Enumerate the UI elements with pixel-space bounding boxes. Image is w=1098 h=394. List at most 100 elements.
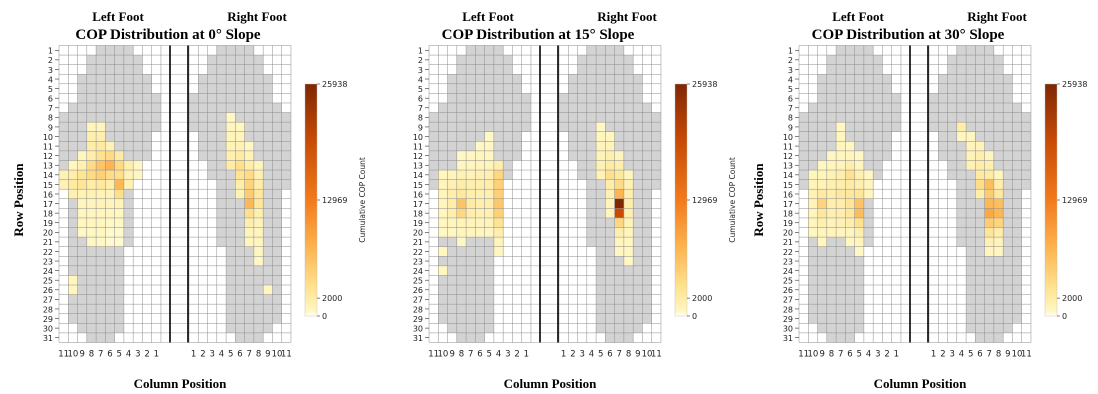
right-cop-cell — [614, 246, 624, 257]
row-tick-label: 7 — [418, 104, 423, 113]
right-column-tick-label: 2 — [200, 349, 205, 359]
left-cop-cell — [493, 237, 504, 247]
row-tick-label: 4 — [788, 75, 793, 84]
left-foot-area-row — [86, 332, 115, 343]
row-tick-label: 3 — [418, 66, 423, 75]
left-cop-cell — [86, 227, 97, 238]
right-cop-cell — [984, 189, 994, 199]
left-column-tick-label: 9 — [819, 349, 824, 359]
right-column-tick-label: 5 — [598, 349, 603, 359]
left-column-tick-label: 6 — [477, 349, 482, 359]
right-column-tick-label: 2 — [940, 349, 945, 359]
right-cop-cell — [244, 150, 254, 161]
row-tick-label: 3 — [48, 66, 53, 75]
row-tick-label: 7 — [788, 104, 793, 113]
left-cop-cell — [475, 208, 485, 218]
right-cop-cell — [614, 217, 624, 228]
right-cop-cell — [984, 160, 994, 171]
left-cop-cell — [836, 179, 846, 190]
right-cop-cell — [226, 150, 236, 161]
left-cop-cell — [854, 237, 864, 247]
right-column-tick-label: 11 — [651, 349, 662, 359]
left-cop-cell — [86, 141, 97, 151]
row-tick-label: 2 — [788, 56, 793, 65]
right-cop-cell — [614, 179, 624, 190]
row-tick-label: 14 — [43, 171, 53, 180]
right-cop-cell — [244, 170, 254, 180]
left-foot-area-row — [429, 122, 531, 132]
left-cop-cell — [817, 170, 827, 180]
left-cop-cell — [845, 141, 855, 151]
heatmap-panel-1: Left Foot Right Foot COP Distribution at 1… — [413, 9, 737, 391]
row-tick-label: 24 — [413, 267, 423, 276]
row-tick-label: 30 — [783, 324, 793, 333]
left-foot-label: Left Foot — [832, 9, 884, 24]
left-cop-cell — [493, 198, 504, 209]
left-cop-cell — [836, 170, 846, 180]
left-cop-cell — [105, 179, 115, 190]
left-cop-cell — [475, 198, 485, 209]
right-cop-cell — [623, 256, 634, 266]
left-cop-cell — [863, 179, 874, 190]
right-column-tick-label: 3 — [209, 349, 214, 359]
right-column-tick-label: 10 — [1012, 349, 1023, 359]
row-tick-label: 10 — [783, 133, 793, 142]
row-tick-label: 18 — [413, 210, 423, 219]
left-foot-label: Left Foot — [92, 9, 144, 24]
left-column-tick-label: 8 — [829, 349, 834, 359]
right-cop-cell — [605, 208, 615, 218]
row-tick-label: 18 — [43, 210, 53, 219]
right-cop-cell — [253, 208, 264, 218]
right-foot-area-row — [189, 93, 273, 103]
left-cop-cell — [86, 122, 97, 132]
left-cop-cell — [854, 160, 864, 171]
right-cop-cell — [966, 160, 976, 171]
left-cop-cell — [466, 150, 476, 161]
row-tick-label: 12 — [413, 152, 423, 161]
right-cop-cell — [235, 160, 245, 171]
left-cop-cell — [438, 217, 448, 228]
colorbar-tick-label: 12969 — [322, 196, 347, 205]
left-cop-cell — [475, 189, 485, 199]
right-column-tick-label: 10 — [272, 349, 283, 359]
row-tick-label: 19 — [413, 219, 423, 228]
left-cop-cell — [96, 141, 106, 151]
left-column-tick-label: 8 — [459, 349, 464, 359]
left-foot-area-row — [817, 93, 901, 103]
right-foot-label: Right Foot — [597, 9, 657, 24]
left-column-tick-label: 5 — [857, 349, 862, 359]
row-tick-label: 1 — [788, 47, 793, 56]
colorbar-tick-label: 25938 — [1062, 80, 1087, 89]
left-column-tick-label: 11 — [428, 349, 439, 359]
left-column-tick-label: 4 — [866, 349, 871, 359]
left-cop-cell — [86, 217, 97, 228]
right-cop-cell — [596, 141, 606, 151]
left-cop-cell — [438, 227, 448, 238]
row-tick-label: 13 — [43, 162, 53, 171]
left-cop-cell — [845, 237, 855, 247]
left-cop-cell — [845, 160, 855, 171]
row-tick-label: 15 — [413, 181, 423, 190]
right-cop-cell — [253, 227, 264, 238]
right-column-tick-label: 8 — [626, 349, 631, 359]
right-cop-cell — [244, 217, 254, 228]
left-cop-cell — [493, 160, 504, 171]
left-cop-cell — [817, 227, 827, 238]
left-cop-cell — [96, 208, 106, 218]
left-cop-cell — [826, 179, 837, 190]
right-cop-cell — [235, 122, 245, 132]
left-column-tick-label: 6 — [847, 349, 852, 359]
left-cop-cell — [456, 189, 467, 199]
left-column-tick-label: 4 — [126, 349, 131, 359]
row-tick-label: 22 — [43, 248, 53, 257]
right-cop-cell — [244, 208, 254, 218]
colorbar-tick-label: 25938 — [692, 80, 717, 89]
chart-title: COP Distribution at 0° Slope — [75, 27, 261, 43]
row-tick-label: 8 — [788, 114, 793, 123]
x-axis-label: Column Position — [504, 376, 598, 391]
left-cop-cell — [484, 160, 494, 171]
left-cop-cell — [456, 150, 467, 161]
row-tick-label: 29 — [413, 315, 423, 324]
right-foot-area-row — [559, 93, 643, 103]
left-cop-cell — [484, 227, 494, 238]
